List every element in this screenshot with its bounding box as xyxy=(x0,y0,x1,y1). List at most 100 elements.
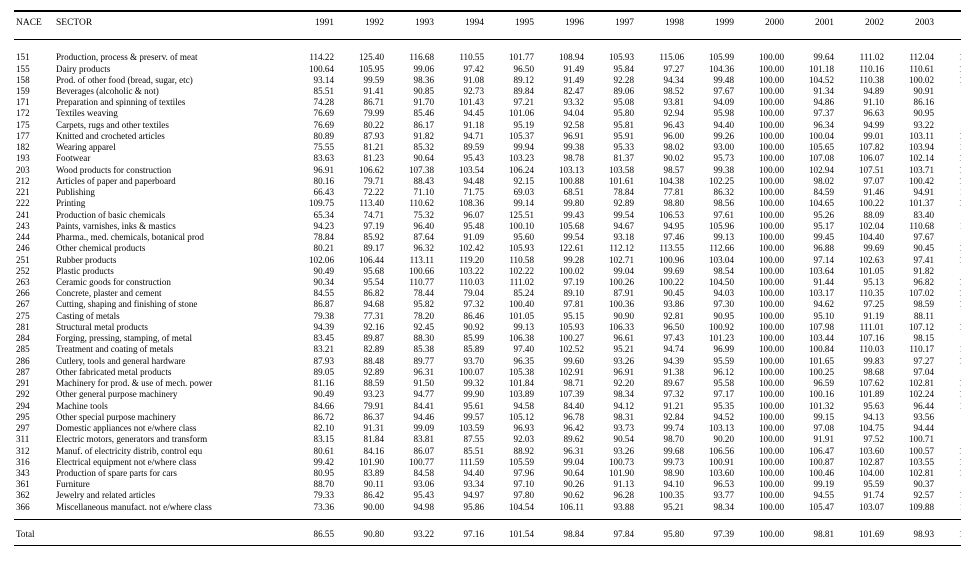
table-cell: 81.16 xyxy=(286,378,336,389)
table-cell: 95.43 xyxy=(386,490,436,501)
table-cell: 110.68 xyxy=(886,220,936,231)
table-cell: 79.91 xyxy=(336,400,386,411)
table-cell: 96.31 xyxy=(386,366,436,377)
table-cell: 91.50 xyxy=(386,378,436,389)
table-cell: 94.46 xyxy=(386,411,436,422)
table-cell: 125.40 xyxy=(336,52,386,63)
table-cell: 91.13 xyxy=(586,479,636,490)
table-cell: 102.04 xyxy=(836,220,886,231)
table-cell: 97.16 xyxy=(436,526,486,540)
table-cell: 98.38 xyxy=(936,434,961,445)
table-cell: Wood products for construction xyxy=(54,164,286,175)
table-cell: 96.91 xyxy=(536,131,586,142)
table-cell: 79.99 xyxy=(336,108,386,119)
table-cell: 99.38 xyxy=(536,142,586,153)
table-cell: 107.38 xyxy=(386,164,436,175)
table-cell: 100.00 xyxy=(736,254,786,265)
table-cell: 97.27 xyxy=(936,411,961,422)
table-cell: 106.53 xyxy=(636,209,686,220)
header-year: 2002 xyxy=(836,11,886,39)
table-cell: 102.06 xyxy=(286,254,336,265)
table-cell: 158 xyxy=(14,74,54,85)
table-cell: 89.87 xyxy=(336,333,386,344)
table-cell: 76.69 xyxy=(286,119,336,130)
table-cell: 102.25 xyxy=(686,176,736,187)
table-cell: 106.62 xyxy=(336,164,386,175)
table-cell: 77.31 xyxy=(336,310,386,321)
table-cell: 119.20 xyxy=(436,254,486,265)
table-cell: 99.73 xyxy=(636,456,686,467)
table-cell: 94.95 xyxy=(636,220,686,231)
table-cell: 91.10 xyxy=(836,97,886,108)
table-cell: 94.58 xyxy=(486,400,536,411)
header-year: 2003 xyxy=(886,11,936,39)
table-cell: 90.20 xyxy=(686,434,736,445)
table-cell: 95.91 xyxy=(586,131,636,142)
table-cell: 312 xyxy=(14,445,54,456)
table-cell: 159 xyxy=(14,86,54,97)
table-cell: 100.00 xyxy=(736,142,786,153)
table-cell: 97.17 xyxy=(686,389,736,400)
table-cell: 94.91 xyxy=(886,187,936,198)
table-cell: 100.00 xyxy=(736,198,786,209)
table-cell: 94.44 xyxy=(886,423,936,434)
table-cell: 97.14 xyxy=(786,254,836,265)
table-cell: 104.38 xyxy=(636,176,686,187)
table-cell: 103.44 xyxy=(786,333,836,344)
table-cell: 72.22 xyxy=(336,187,386,198)
table-cell: 81.84 xyxy=(336,434,386,445)
table-cell: 116.68 xyxy=(386,52,436,63)
table-cell: 105.93 xyxy=(536,322,586,333)
table-cell: 100.00 xyxy=(736,490,786,501)
header-year: 1997 xyxy=(586,11,636,39)
table-cell: 105.65 xyxy=(786,142,836,153)
table-row: 222Printing109.75113.40110.62108.3699.14… xyxy=(14,198,961,209)
table-cell: 100.92 xyxy=(686,322,736,333)
table-cell: 95.98 xyxy=(686,108,736,119)
table-cell: 95.17 xyxy=(786,220,836,231)
table-row: 295Other special purpose machinery86.728… xyxy=(14,411,961,422)
table-cell: 97.21 xyxy=(486,97,536,108)
table-cell: 98.93 xyxy=(886,526,936,540)
table-cell: 98.54 xyxy=(686,265,736,276)
table-cell: 97.96 xyxy=(486,468,536,479)
table-row: 151Production, process & preserv. of mea… xyxy=(14,52,961,63)
table-cell: 97.32 xyxy=(636,389,686,400)
table-cell: 97.37 xyxy=(786,108,836,119)
table-cell: 109.99 xyxy=(936,378,961,389)
table-row: 171Preparation and spinning of textiles7… xyxy=(14,97,961,108)
table-cell: 91.43 xyxy=(936,333,961,344)
table-cell: Electrical equipment not e/where class xyxy=(54,456,286,467)
table-cell: 106.30 xyxy=(936,468,961,479)
table-cell: 102.06 xyxy=(936,526,961,540)
table-cell: 95.63 xyxy=(836,400,886,411)
table-cell: 267 xyxy=(14,299,54,310)
table-cell: 90.90 xyxy=(586,310,636,321)
table-cell: Other chemical products xyxy=(54,243,286,254)
table-row: 241Production of basic chemicals65.3474.… xyxy=(14,209,961,220)
table-cell: 104.78 xyxy=(936,164,961,175)
table-cell: 98.70 xyxy=(636,434,686,445)
table-cell: 102.13 xyxy=(936,176,961,187)
table-cell: 100.00 xyxy=(736,52,786,63)
table-cell: 92.58 xyxy=(536,119,586,130)
table-cell: 100.02 xyxy=(536,265,586,276)
table-cell: Publishing xyxy=(54,187,286,198)
table-cell: 95.81 xyxy=(586,119,636,130)
table-cell: 203 xyxy=(14,164,54,175)
table-cell: 84.59 xyxy=(786,187,836,198)
table-row: 175Carpets, rugs and other textiles76.69… xyxy=(14,119,961,130)
table-row: 267Cutting, shaping and finishing of sto… xyxy=(14,299,961,310)
table-cell: 100.00 xyxy=(736,63,786,74)
table-cell: 108.94 xyxy=(536,52,586,63)
table-cell: 311 xyxy=(14,434,54,445)
table-cell: 110.77 xyxy=(386,277,436,288)
table-cell: 294 xyxy=(14,400,54,411)
table-cell: 104.33 xyxy=(936,288,961,299)
table-cell: Electric motors, generators and transfor… xyxy=(54,434,286,445)
table-cell: 103.64 xyxy=(786,265,836,276)
table-row: 312Manuf. of electricity distrib, contro… xyxy=(14,445,961,456)
table-cell: Production of basic chemicals xyxy=(54,209,286,220)
table-cell: 107.16 xyxy=(836,333,886,344)
table-cell: 81.21 xyxy=(336,142,386,153)
